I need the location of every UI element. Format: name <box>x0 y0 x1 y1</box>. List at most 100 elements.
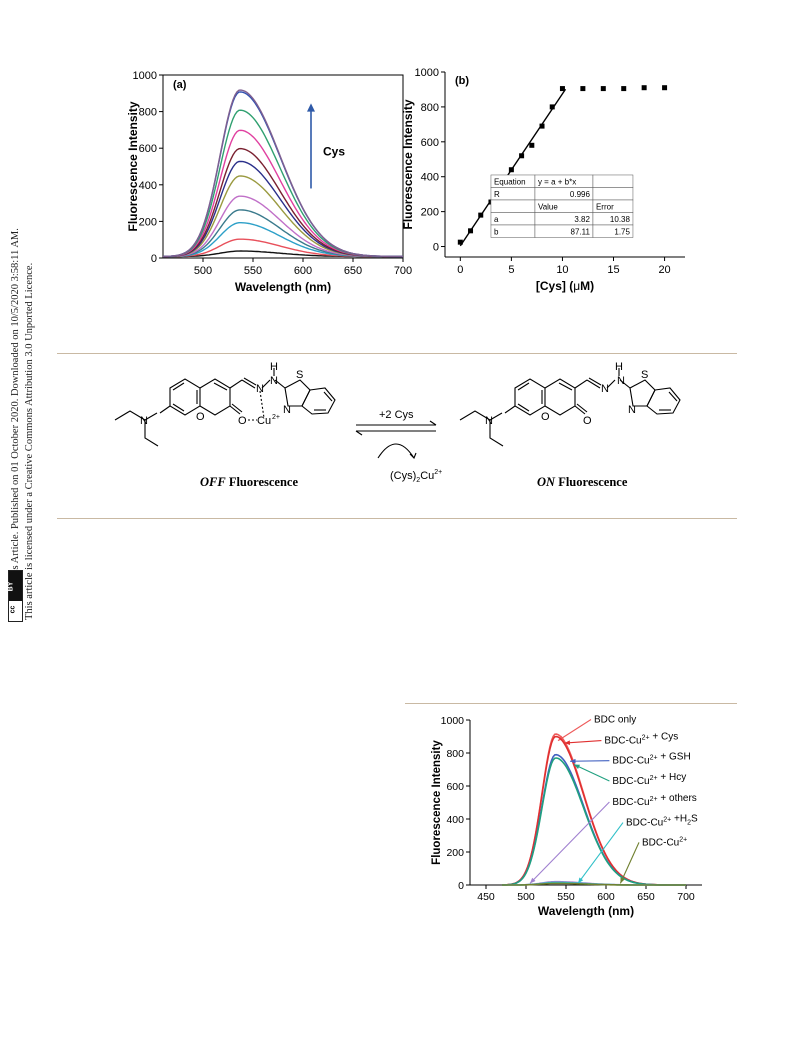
data-point <box>549 104 555 110</box>
divider-top <box>57 353 737 354</box>
atom-n-ring-right: N <box>628 404 636 416</box>
cys-text: (Cys) <box>390 470 416 482</box>
y-axis-label: Fluorescence Intensity <box>431 740 443 865</box>
x-tick-label: 5 <box>508 264 514 276</box>
x-tick-label: 15 <box>607 264 619 276</box>
cu-text: Cu <box>420 470 434 482</box>
y-tick-label: 0 <box>433 242 439 254</box>
fit-table-cell <box>592 187 634 201</box>
data-point <box>519 153 525 159</box>
series-arrow <box>529 801 610 884</box>
y-tick-label: 600 <box>139 143 157 155</box>
fit-table-cell <box>592 224 634 238</box>
x-tick-label: 600 <box>294 265 312 277</box>
fit-table-text: 1.75 <box>614 227 630 236</box>
series-arrow <box>564 740 602 744</box>
data-point <box>539 123 545 129</box>
spectrum-curve <box>163 89 403 258</box>
x-tick-label: 10 <box>556 264 568 276</box>
series-arrow <box>619 842 640 884</box>
atom-h-right: H <box>615 361 623 373</box>
x-axis-label-mu: μ <box>573 279 580 293</box>
data-point <box>508 167 514 173</box>
chart-a-fluorescence-spectra: 500 550 600 650 700 0 200 400 600 800 1000 Cys (a) Wa… <box>126 70 412 294</box>
y-tick-label: 800 <box>446 748 464 760</box>
atom-cu-charge-left: 2+ <box>272 414 280 421</box>
series-label: BDC-Cu2+ +H2S <box>626 814 698 829</box>
cc-by-license-badge[interactable]: BY cc <box>7 570 23 622</box>
arrow-label-top: +2 Cys <box>379 409 414 421</box>
x-tick-label: 500 <box>194 265 212 277</box>
divider-bottom <box>405 703 737 704</box>
fit-table-text: 0.996 <box>570 190 591 199</box>
data-point <box>600 86 606 92</box>
chart-a-frame <box>162 74 404 259</box>
data-point <box>478 212 484 218</box>
atom-n-imine-left: N <box>256 383 264 395</box>
y-tick-label: 1000 <box>441 715 465 727</box>
x-tick-label: 550 <box>557 891 575 903</box>
y-tick-label: 1000 <box>133 70 157 82</box>
y-tick-label: 400 <box>446 814 464 826</box>
x-axis-label-main: [Cys] ( <box>536 279 573 293</box>
chart-c-selectivity-spectra: 450 500 550 600 650 700 0 200 400 600 800 1000 BDC o… <box>431 714 702 918</box>
svg-text:(Cys)2Cu2+: (Cys)2Cu2+ <box>390 469 442 484</box>
x-tick-label: 700 <box>677 891 695 903</box>
cys-annotation: Cys <box>323 145 345 159</box>
x-axis-label: Wavelength (nm) <box>538 904 634 918</box>
cu-superscript: 2+ <box>434 469 442 476</box>
x-tick-label: 500 <box>517 891 535 903</box>
y-tick-label: 800 <box>139 107 157 119</box>
on-fluorescence-label: ON Fluorescence <box>537 475 628 489</box>
equilibrium-arrows <box>355 420 437 459</box>
series-arrow <box>573 764 610 782</box>
fit-table-cell <box>592 174 634 188</box>
series-label: BDC only <box>594 714 636 725</box>
reaction-scheme: N N N H O O Cu 2+ S N N N N H O O S N +2… <box>114 361 681 489</box>
y-tick-label: 200 <box>421 207 439 219</box>
atom-h-left: H <box>270 361 278 373</box>
cys-subscript: 2 <box>416 477 420 484</box>
y-tick-label: 200 <box>446 847 464 859</box>
data-point <box>621 86 627 92</box>
series-label: BDC-Cu2+ + Hcy <box>612 772 686 787</box>
fit-table-text: R <box>494 190 500 199</box>
y-tick-label: 400 <box>139 180 157 192</box>
y-tick-label: 0 <box>458 880 464 892</box>
y-axis-label: Fluorescence Intensity <box>126 101 140 231</box>
panel-label-a: (a) <box>173 79 187 91</box>
fit-table-text: a <box>494 215 499 224</box>
y-tick-label: 800 <box>421 102 439 114</box>
fit-table-text: Error <box>596 202 614 211</box>
y-tick-label: 400 <box>421 172 439 184</box>
fit-table-text: 3.82 <box>574 215 590 224</box>
atom-o-ring-right: O <box>541 411 550 423</box>
y-tick-label: 0 <box>151 253 157 265</box>
series-arrow-head <box>578 877 584 884</box>
panel-label-b: (b) <box>455 75 469 87</box>
spectrum-curve <box>502 882 686 886</box>
series-arrow-head <box>530 877 536 884</box>
atom-n-hydrazine-right: N <box>617 375 625 387</box>
data-point <box>468 228 474 234</box>
cc-label: cc <box>9 605 17 614</box>
fit-table-text: Value <box>538 202 558 211</box>
x-axis-label: Wavelength (nm) <box>235 280 331 294</box>
data-point <box>559 86 565 92</box>
series-arrow <box>577 822 624 884</box>
data-point <box>457 239 463 245</box>
series-arrow-head <box>564 740 571 746</box>
atom-n-hydrazine-left: N <box>270 375 278 387</box>
cys-arrow-head <box>307 103 315 112</box>
atom-n-imine-right: N <box>601 383 609 395</box>
atom-o-carbonyl-right: O <box>583 415 592 427</box>
y-tick-label: 1000 <box>415 67 439 79</box>
x-axis-label-end: M) <box>580 279 594 293</box>
fit-table-cell <box>490 199 536 213</box>
x-tick-label: 20 <box>658 264 670 276</box>
y-axis-label: Fluorescence Intensity <box>401 99 415 229</box>
x-tick-label: 450 <box>477 891 495 903</box>
arrow-label-bottom: (Cys)2Cu2+ <box>390 469 442 484</box>
data-point <box>641 85 647 91</box>
